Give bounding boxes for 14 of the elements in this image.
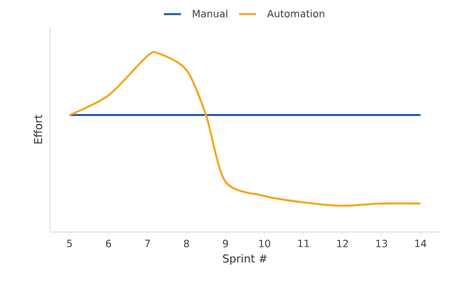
x-tick-label: 10	[259, 240, 270, 248]
x-tick-label: 5	[67, 240, 72, 248]
x-tick-label: 14	[415, 240, 426, 248]
x-tick-label: 8	[184, 240, 189, 248]
x-tick-label: 9	[222, 240, 228, 248]
x-tick-label: 11	[298, 240, 309, 248]
x-tick-label: 13	[376, 240, 388, 248]
x-tick-label: 6	[106, 240, 112, 248]
legend-label: Manual	[192, 10, 228, 18]
x-tick-label: 7	[145, 240, 150, 248]
y-axis-title: Effort	[34, 114, 42, 144]
legend-label: Automation	[267, 10, 324, 18]
x-axis-title: Sprint #	[223, 254, 267, 265]
x-tick-label: 12	[337, 240, 348, 248]
